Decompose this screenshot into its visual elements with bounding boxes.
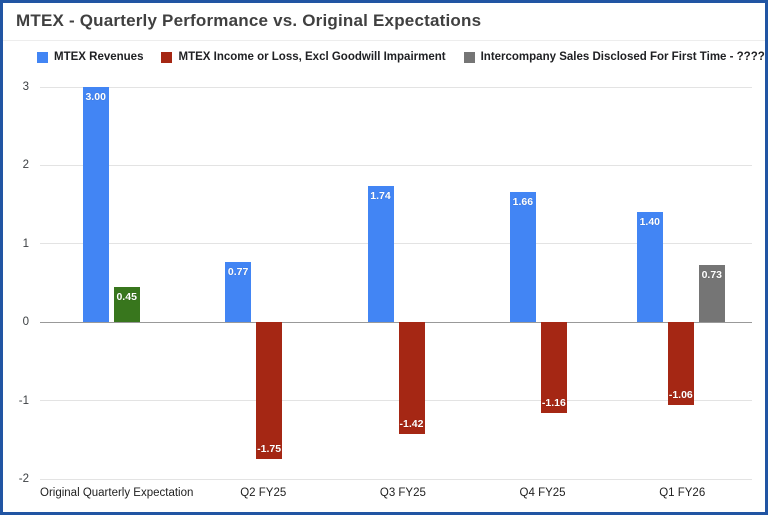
gridline — [40, 86, 752, 88]
bar: 1.40 — [636, 212, 663, 323]
x-axis-labels: Original Quarterly Expectation Q2 FY25 Q3 … — [40, 485, 752, 503]
bar: 0.77 — [225, 261, 252, 323]
x-axis-label: Original Quarterly Expectation — [40, 487, 194, 499]
y-tick-label: 3 — [22, 81, 29, 93]
plot-area: 3.00 0.45 0.77 -1.75 1.74 -1.42 1.66 -1.16 1.40 -… — [40, 86, 752, 480]
bar: 3.00 — [82, 87, 109, 323]
bar-value-label: 1.66 — [512, 196, 534, 209]
gridline — [40, 478, 752, 480]
y-tick-label: 2 — [22, 159, 29, 172]
legend-label: MTEX Revenues — [54, 51, 144, 63]
legend-label: MTEX Income or Loss, Excl Goodwill Impai… — [178, 51, 446, 63]
bar-value-label: -1.42 — [399, 417, 424, 430]
gridline — [40, 400, 752, 402]
y-tick-label: -2 — [18, 473, 29, 485]
bar-value-label: 0.73 — [701, 268, 723, 281]
bar: -1.42 — [398, 322, 425, 434]
legend-swatch-icon — [463, 51, 475, 63]
bar: -1.16 — [540, 322, 567, 414]
bar-value-label: 0.77 — [227, 265, 249, 278]
y-tick-label: 1 — [22, 237, 29, 250]
x-axis-label: Q1 FY26 — [659, 487, 706, 499]
gridline — [40, 243, 752, 245]
legend-swatch-icon — [37, 51, 48, 63]
bar: -1.75 — [256, 322, 283, 460]
y-axis-labels: 3 2 1 0 -1 -2 — [3, 81, 33, 485]
legend-label: Intercompany Sales Disclosed For First T… — [480, 51, 768, 63]
y-tick-label: -1 — [18, 394, 29, 407]
chart-header: MTEX - Quarterly Performance vs. Origina… — [3, 3, 765, 41]
legend-item: MTEX Revenues — [37, 51, 143, 63]
bar: 0.73 — [698, 264, 725, 323]
bar: 0.45 — [113, 286, 140, 323]
legend-item: Intercompany Sales Disclosed For First T… — [463, 51, 768, 63]
bar-value-label: 1.74 — [370, 189, 391, 202]
bar-value-label: -1.16 — [541, 397, 566, 410]
legend-swatch-icon — [161, 51, 173, 63]
x-axis-label: Q2 FY25 — [240, 487, 287, 499]
bar: 1.66 — [509, 192, 536, 323]
gridline — [40, 164, 752, 166]
chart-title: MTEX - Quarterly Performance vs. Origina… — [16, 11, 482, 30]
bar-value-label: -1.06 — [668, 389, 693, 402]
x-axis-label: Q4 FY25 — [519, 487, 566, 499]
bar-value-label: 0.45 — [116, 290, 137, 303]
bar: -1.06 — [667, 322, 694, 406]
bar-value-label: -1.75 — [257, 443, 282, 456]
legend-item: MTEX Income or Loss, Excl Goodwill Impai… — [161, 51, 446, 63]
bar-value-label: 1.40 — [639, 216, 661, 229]
y-tick-label: 0 — [22, 316, 29, 329]
x-axis-label: Q3 FY25 — [379, 487, 426, 499]
zero-gridline — [40, 321, 752, 323]
bar-value-label: 3.00 — [85, 91, 106, 103]
bar: 1.74 — [367, 185, 394, 323]
chart-legend: MTEX Revenues MTEX Income or Loss, Excl G… — [37, 51, 765, 63]
